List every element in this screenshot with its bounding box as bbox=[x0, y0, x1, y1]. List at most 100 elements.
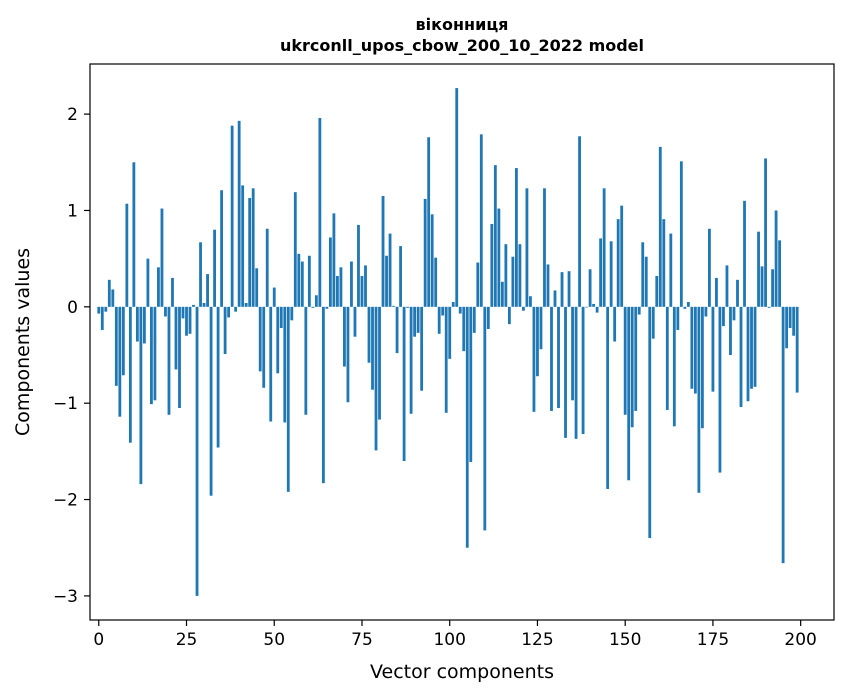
bar-187 bbox=[753, 306, 757, 387]
bar-17 bbox=[157, 267, 160, 307]
bar-84 bbox=[392, 305, 395, 307]
bar-99 bbox=[444, 306, 448, 413]
bar-92 bbox=[420, 306, 424, 391]
y-tick-label: −3 bbox=[53, 587, 78, 607]
bar-52 bbox=[279, 306, 283, 329]
bar-154 bbox=[637, 306, 641, 315]
bar-100 bbox=[448, 306, 452, 359]
bar-117 bbox=[507, 306, 511, 325]
bar-169 bbox=[690, 306, 694, 389]
bar-112 bbox=[490, 223, 494, 307]
bar-132 bbox=[560, 272, 564, 307]
bar-115 bbox=[500, 281, 504, 307]
bar-41 bbox=[241, 185, 245, 307]
bar-174 bbox=[708, 228, 711, 307]
bar-38 bbox=[230, 125, 234, 307]
bar-193 bbox=[774, 210, 778, 307]
bar-183 bbox=[739, 306, 743, 408]
bar-78 bbox=[371, 306, 374, 390]
y-axis-label: Components values bbox=[12, 248, 34, 436]
bar-161 bbox=[662, 219, 666, 307]
bar-50 bbox=[272, 287, 276, 307]
bar-59 bbox=[304, 306, 308, 415]
bar-15 bbox=[150, 306, 153, 405]
bar-124 bbox=[532, 306, 536, 412]
bar-129 bbox=[550, 306, 553, 411]
bar-2 bbox=[104, 306, 108, 312]
bar-149 bbox=[620, 205, 624, 307]
x-axis-ticks: 0 25 50 75 100 125 150 175 200 bbox=[93, 620, 817, 650]
bar-165 bbox=[676, 306, 680, 330]
bar-76 bbox=[364, 265, 367, 307]
bar-73 bbox=[353, 306, 357, 337]
bar-107 bbox=[472, 306, 476, 333]
bar-127 bbox=[543, 188, 546, 307]
bar-69 bbox=[339, 267, 343, 307]
bar-175 bbox=[711, 306, 715, 392]
bar-110 bbox=[483, 306, 487, 531]
bar-156 bbox=[644, 256, 648, 307]
bar-5 bbox=[114, 306, 118, 386]
bar-13 bbox=[142, 306, 146, 344]
bar-109 bbox=[479, 134, 483, 307]
bar-120 bbox=[518, 244, 522, 307]
x-axis-label: Vector components bbox=[370, 661, 554, 683]
bar-6 bbox=[118, 306, 122, 417]
bar-155 bbox=[641, 242, 645, 307]
bar-196 bbox=[785, 306, 789, 349]
bar-27 bbox=[192, 304, 195, 307]
bar-71 bbox=[346, 306, 350, 403]
bar-138 bbox=[581, 306, 585, 435]
bar-32 bbox=[209, 306, 213, 496]
bar-16 bbox=[153, 306, 157, 401]
bar-140 bbox=[588, 269, 592, 307]
bar-123 bbox=[529, 296, 532, 307]
bar-199 bbox=[795, 306, 799, 393]
x-tick-label: 125 bbox=[521, 630, 553, 650]
bar-68 bbox=[336, 275, 339, 307]
y-tick-label: 1 bbox=[67, 201, 78, 221]
bar-96 bbox=[434, 257, 438, 307]
bar-64 bbox=[321, 306, 325, 484]
bars-group bbox=[97, 88, 799, 596]
x-tick-label: 25 bbox=[176, 630, 198, 650]
bar-134 bbox=[567, 271, 571, 307]
x-tick-label: 100 bbox=[433, 630, 465, 650]
bar-151 bbox=[627, 306, 631, 481]
y-tick-label: −1 bbox=[53, 394, 78, 414]
bar-36 bbox=[223, 306, 227, 355]
bar-130 bbox=[553, 290, 557, 307]
bar-42 bbox=[244, 302, 248, 307]
bar-7 bbox=[121, 306, 125, 376]
bar-24 bbox=[181, 306, 185, 319]
bar-62 bbox=[314, 295, 318, 307]
x-tick-label: 75 bbox=[351, 630, 373, 650]
bar-49 bbox=[269, 306, 273, 422]
bar-44 bbox=[251, 188, 255, 307]
bar-57 bbox=[297, 253, 301, 307]
bar-75 bbox=[360, 275, 364, 307]
bar-147 bbox=[613, 306, 617, 342]
bar-170 bbox=[693, 306, 697, 394]
bar-8 bbox=[125, 203, 129, 307]
bar-43 bbox=[248, 197, 252, 307]
bar-82 bbox=[385, 255, 388, 307]
bar-195 bbox=[781, 306, 785, 564]
bar-87 bbox=[402, 306, 406, 462]
bar-150 bbox=[623, 306, 627, 415]
bar-56 bbox=[293, 192, 297, 307]
bar-63 bbox=[318, 117, 322, 307]
bar-47 bbox=[262, 306, 266, 388]
bar-153 bbox=[634, 306, 638, 411]
bar-61 bbox=[311, 306, 315, 308]
bar-125 bbox=[536, 306, 539, 377]
bar-181 bbox=[732, 306, 736, 321]
chart-title: віконниця bbox=[416, 15, 509, 34]
bar-91 bbox=[416, 306, 420, 333]
bar-23 bbox=[178, 306, 181, 409]
bar-188 bbox=[757, 231, 760, 307]
bar-81 bbox=[381, 196, 385, 307]
bar-66 bbox=[328, 237, 332, 307]
bar-98 bbox=[441, 306, 445, 316]
bar-148 bbox=[616, 219, 620, 307]
